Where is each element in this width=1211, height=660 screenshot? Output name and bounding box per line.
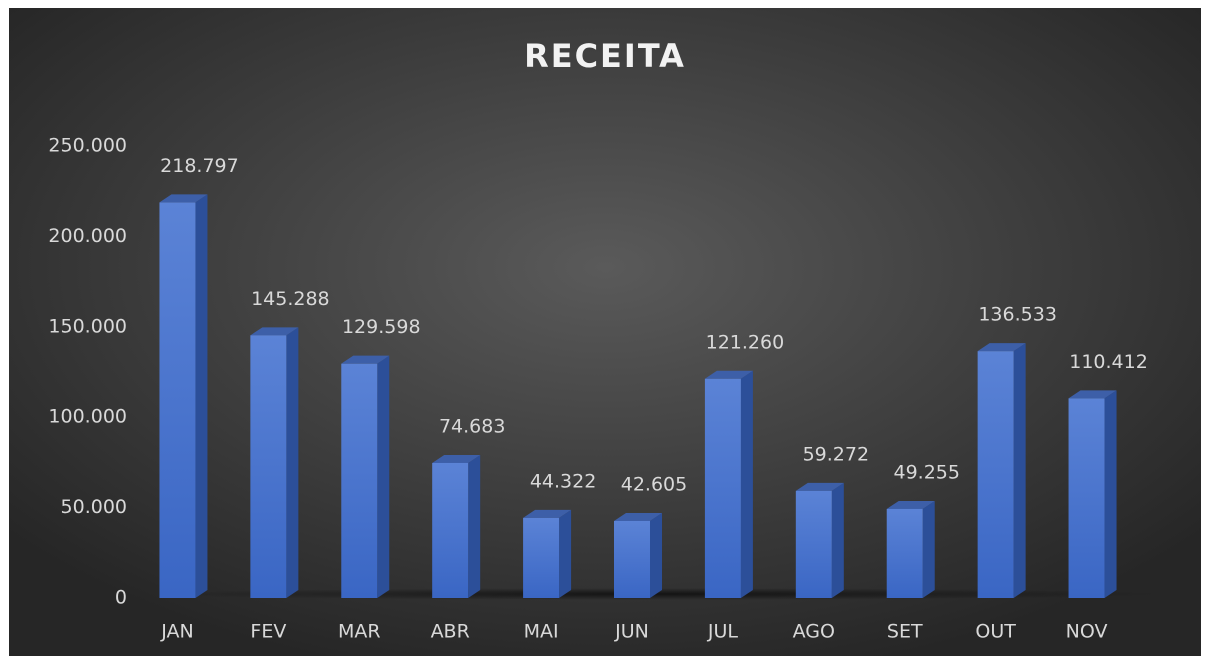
bar <box>977 351 1014 598</box>
y-tick-label: 250.000 <box>48 135 127 157</box>
bar <box>1068 398 1105 598</box>
data-label: 59.272 <box>803 443 869 465</box>
bar-top <box>432 454 481 463</box>
data-label: 44.322 <box>530 470 596 492</box>
bar-side <box>831 482 844 598</box>
bar-top <box>523 509 572 518</box>
bar <box>614 520 650 598</box>
bar <box>704 378 741 598</box>
bar-side <box>922 500 935 598</box>
data-label: 121.260 <box>706 331 785 353</box>
x-tick-label: FEV <box>250 621 286 643</box>
bar <box>886 508 923 598</box>
bar-top <box>159 194 208 203</box>
bar-side <box>650 512 662 598</box>
bar-side <box>559 509 572 598</box>
data-label: 110.412 <box>1069 351 1148 373</box>
x-tick-label: MAI <box>524 621 559 643</box>
bar <box>250 335 287 598</box>
bar-side <box>740 370 753 598</box>
bar-side <box>1104 390 1117 598</box>
bar-side <box>468 454 481 598</box>
data-label: 136.533 <box>978 304 1057 326</box>
x-tick-label: MAR <box>338 621 381 643</box>
bar <box>795 490 832 598</box>
bar <box>159 202 196 598</box>
x-tick-label: JUN <box>614 621 649 643</box>
data-label: 218.797 <box>160 155 239 177</box>
x-tick-label: AGO <box>793 621 835 643</box>
x-tick-label: SET <box>887 621 923 643</box>
bar-side <box>1013 343 1026 598</box>
x-tick-label: OUT <box>975 621 1016 643</box>
data-label: 74.683 <box>439 415 505 437</box>
bar-top <box>341 355 390 364</box>
bar-side <box>195 194 208 598</box>
bar-top <box>250 327 299 336</box>
y-tick-label: 0 <box>115 587 127 609</box>
bar-top <box>795 482 844 491</box>
bar-side <box>377 355 390 598</box>
bar <box>341 363 378 598</box>
bar <box>432 462 469 598</box>
bar-side <box>286 327 299 598</box>
x-tick-label: JAN <box>160 621 193 643</box>
bar-top <box>1068 390 1117 399</box>
x-tick-label: NOV <box>1066 621 1108 643</box>
bar <box>523 517 560 598</box>
bar-top <box>704 370 753 379</box>
y-tick-label: 100.000 <box>48 406 127 428</box>
bar-top <box>977 343 1026 352</box>
bar-top <box>886 500 935 509</box>
y-tick-label: 50.000 <box>61 496 127 518</box>
x-tick-label: JUL <box>707 621 739 643</box>
data-label: 145.288 <box>251 288 330 310</box>
bar-top <box>614 512 662 521</box>
data-label: 129.598 <box>342 316 421 338</box>
y-tick-label: 150.000 <box>48 315 127 337</box>
x-tick-label: ABR <box>431 621 470 643</box>
data-label: 49.255 <box>893 461 959 483</box>
chart-title: RECEITA <box>524 37 686 75</box>
data-label: 42.605 <box>621 473 687 495</box>
y-tick-label: 200.000 <box>48 225 127 247</box>
